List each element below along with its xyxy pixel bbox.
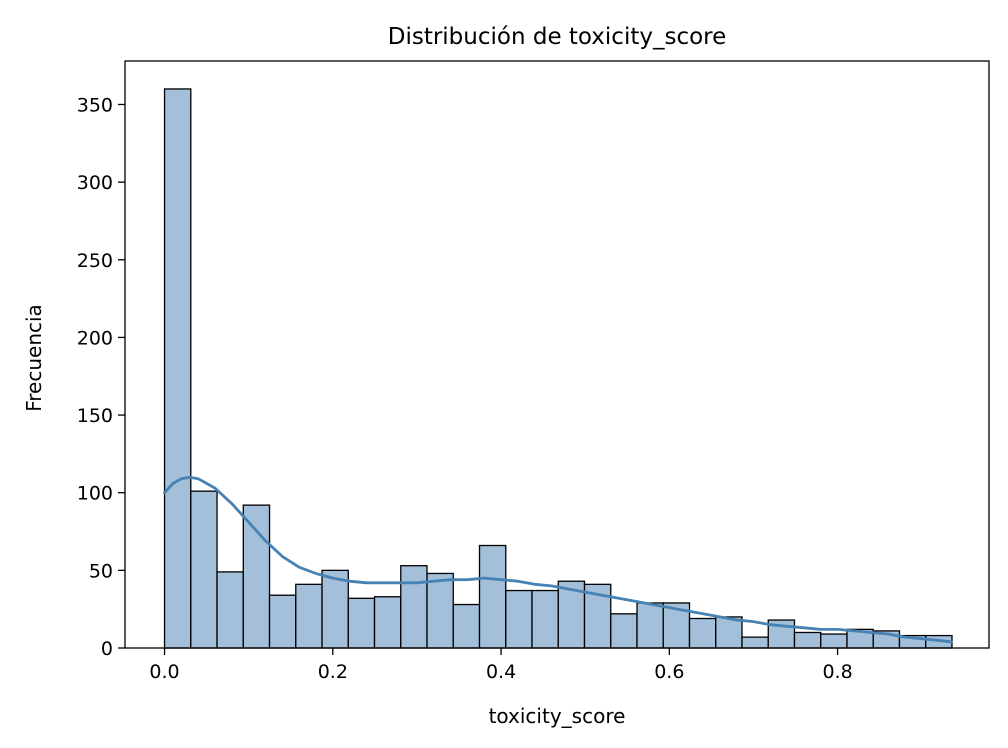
y-tick-label: 0 [101,638,113,660]
histogram-bar [242,504,271,649]
histogram-bar [688,617,717,649]
histogram-bar [478,544,507,649]
histogram-bar [216,571,244,649]
histogram-bar [190,490,218,649]
histogram-bar [400,565,428,649]
x-tick-label: 0.0 [149,661,179,683]
y-tick-label: 150 [77,405,113,427]
histogram-bar [505,589,533,649]
histogram-bars [163,88,953,649]
y-axis-label: Frecuencia [22,304,46,412]
y-axis-ticks: 0 50 100 150 200 250 300 350 [77,94,125,660]
x-tick-label: 0.4 [486,661,516,683]
axes [124,60,990,649]
x-tick-label: 0.6 [654,661,684,683]
histogram-bar [295,583,323,649]
histogram-bar [163,88,192,649]
y-tick-label: 300 [77,172,113,194]
histogram-bar [531,589,559,649]
histogram-bar [820,633,848,649]
histogram-bar [793,631,822,649]
histogram-bar [268,594,297,649]
x-axis-label: toxicity_score [489,704,626,728]
chart-title: Distribución de toxicity_score [388,24,727,50]
histogram-bar [347,597,376,649]
histogram-bar [715,616,743,649]
histogram-bar [452,603,481,649]
histogram-bar [636,602,664,649]
kde-line [163,475,953,644]
histogram-bar [426,572,454,649]
histogram-bar [741,636,769,649]
y-tick-label: 350 [77,94,113,116]
x-tick-label: 0.8 [822,661,852,683]
histogram-bar [610,613,638,649]
y-tick-label: 100 [77,483,113,505]
y-tick-label: 50 [89,560,113,582]
y-tick-label: 200 [77,327,113,349]
histogram-bar [321,569,349,649]
x-axis-ticks: 0.0 0.2 0.4 0.6 0.8 [149,648,853,683]
histogram-bar [373,596,402,649]
plot-frame [124,60,990,649]
kde-curve-group [163,475,953,644]
y-tick-label: 250 [77,250,113,272]
x-tick-label: 0.2 [318,661,348,683]
